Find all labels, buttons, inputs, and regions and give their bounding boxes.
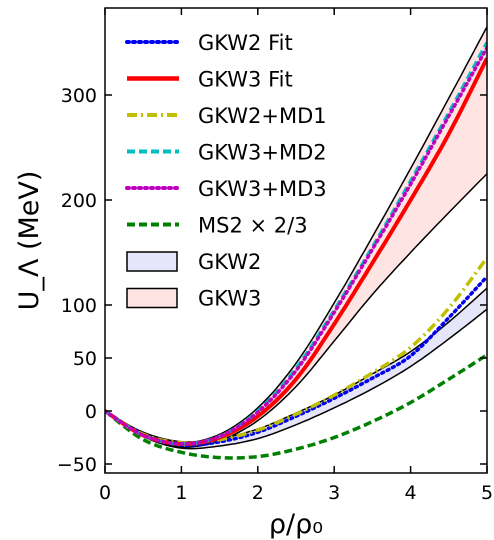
- y-tick-label: 200: [61, 190, 97, 212]
- band-gkw3-lower-edge: [105, 173, 487, 448]
- x-tick-label: 2: [252, 482, 264, 504]
- x-tick-label: 5: [481, 482, 493, 504]
- y-tick-label: 300: [61, 85, 97, 107]
- y-tick-label: 50: [73, 348, 97, 370]
- y-tick-label: 0: [85, 401, 97, 423]
- series-line-5: [105, 353, 487, 460]
- series-lines: [105, 41, 487, 460]
- legend-label-5: MS2 × 2/3: [198, 214, 308, 238]
- band-gkw3-fill: [105, 26, 487, 448]
- x-tick-label: 4: [405, 482, 417, 504]
- legend-label-1: GKW3 Fit: [198, 68, 293, 92]
- legend-band-label-0: GKW2: [198, 250, 261, 274]
- series-line-2: [105, 256, 487, 445]
- legend-label-4: GKW3+MD3: [198, 177, 327, 201]
- y-tick-label: 100: [61, 295, 97, 317]
- legend-label-3: GKW3+MD2: [198, 141, 327, 165]
- legend-label-0: GKW2 Fit: [198, 31, 293, 55]
- legend-band-swatch-1: [126, 287, 178, 309]
- legend: GKW2 Fit GKW3 Fit GKW2+MD1 GKW3+MD2 GKW3+MD3…: [125, 31, 327, 311]
- y-tick-label: −50: [57, 454, 97, 476]
- x-axis-label: ρ/ρ₀: [269, 509, 323, 540]
- x-tick-label: 3: [328, 482, 340, 504]
- series-line-4: [105, 46, 487, 446]
- legend-band-swatch-0: [126, 251, 178, 272]
- plot-frame: [104, 7, 488, 474]
- legend-label-2: GKW2+MD1: [198, 104, 327, 128]
- y-axis-label: U_Λ (MeV): [14, 171, 45, 311]
- x-tick-label: 1: [175, 482, 187, 504]
- legend-band-label-1: GKW3: [198, 287, 261, 311]
- x-tick-label: 0: [99, 482, 111, 504]
- confidence-bands: [105, 26, 487, 450]
